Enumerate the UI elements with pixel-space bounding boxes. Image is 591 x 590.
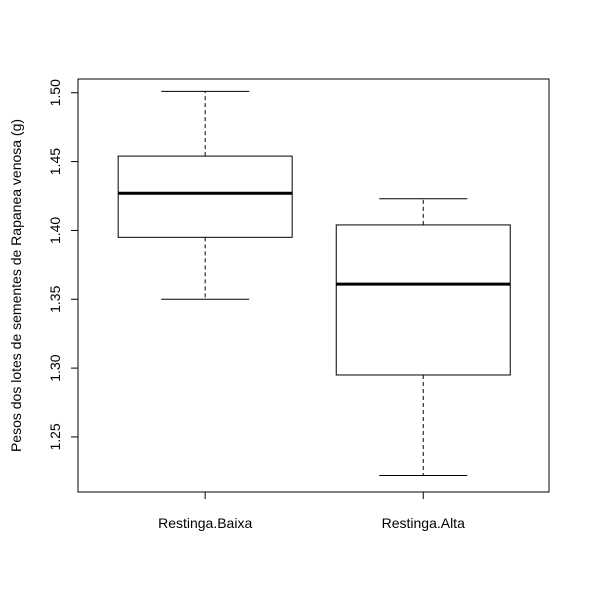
y-tick-label: 1.35 [47, 285, 63, 312]
y-axis-label: Pesos dos lotes de sementes de Rapanea v… [8, 119, 24, 452]
box-Restinga.Baixa [117, 90, 293, 300]
x-tick-label: Restinga.Baixa [158, 515, 252, 531]
x-tick-label: Restinga.Alta [382, 515, 465, 531]
y-tick-label: 1.50 [47, 79, 63, 106]
y-axis: 1.25 1.30 1.35 1.40 1.45 1.50 [47, 79, 79, 451]
y-tick-label: 1.45 [47, 148, 63, 175]
x-axis: Restinga.Baixa Restinga.Alta [158, 491, 465, 531]
box-Restinga.Alta [335, 198, 511, 476]
y-tick-label: 1.25 [47, 423, 63, 450]
iqr-box [117, 155, 293, 238]
y-tick-label: 1.30 [47, 354, 63, 381]
boxes [117, 90, 511, 476]
y-tick-label: 1.40 [47, 217, 63, 244]
iqr-box [335, 224, 511, 376]
